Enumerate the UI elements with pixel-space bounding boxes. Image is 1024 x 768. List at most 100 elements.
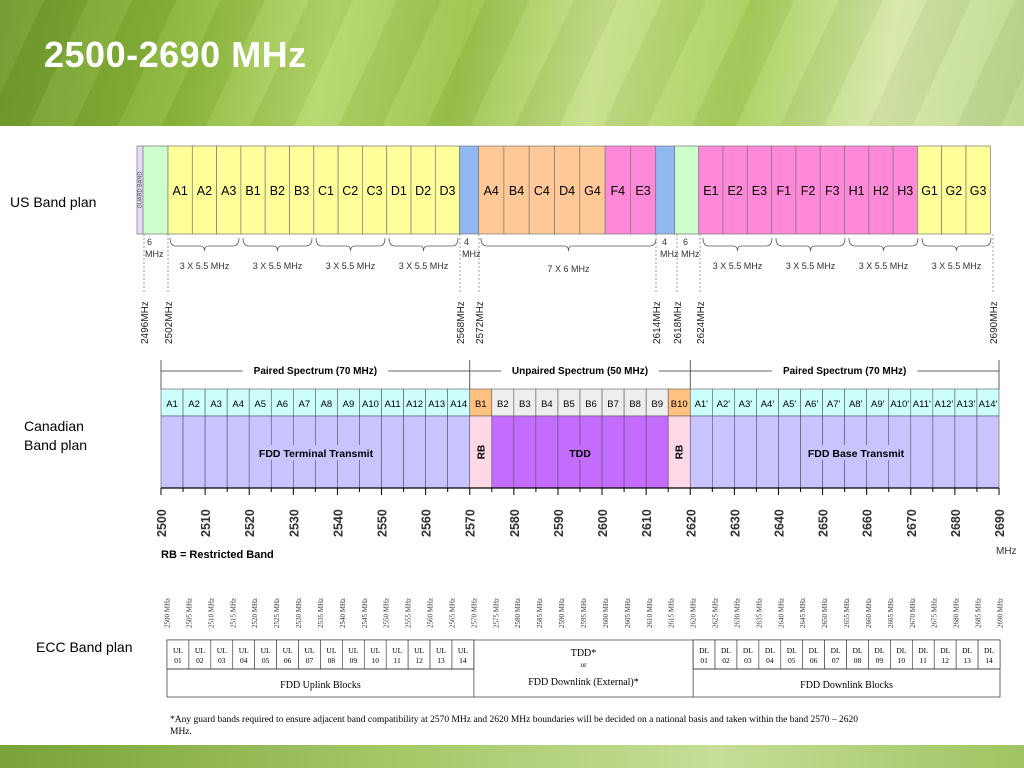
ecc-freq-label: 2630 MHz [733, 598, 741, 628]
ecc-freq-label: 2575 MHz [492, 598, 500, 628]
us-block-label: B1 [245, 184, 260, 198]
canada-axis-label: 2580 [508, 509, 522, 537]
canada-channel-label: A5' [783, 399, 797, 410]
ecc-freq-label: 2590 MHz [558, 598, 566, 628]
us-block [216, 145, 242, 235]
canada-channel-label: B4 [541, 399, 553, 410]
canada-axis-label: 2600 [596, 509, 610, 537]
ecc-ul-label: UL [348, 646, 358, 655]
us-block [722, 145, 748, 235]
canada-channel-label: A10' [890, 399, 909, 410]
us-block-label: G2 [946, 184, 963, 198]
ecc-freq-label: 2530 MHz [295, 598, 303, 628]
ecc-freq-label: 2650 MHz [821, 598, 829, 628]
ecc-dl-label: DL [743, 646, 753, 655]
canada-channel-label: A6' [805, 399, 819, 410]
us-freq-label: 2502MHz [164, 301, 175, 344]
canada-channel-label: A13 [428, 399, 445, 410]
canada-axis-label: 2520 [243, 509, 257, 537]
ecc-freq-label: 2545 MHz [361, 598, 369, 628]
page-title: 2500-2690 MHz [44, 34, 307, 75]
us-block [313, 145, 339, 235]
canada-section-label: Unpaired Spectrum (50 MHz) [512, 366, 648, 377]
ecc-dl-number: 02 [722, 656, 730, 665]
ecc-freq-label: 2605 MHz [624, 598, 632, 628]
ecc-dl-label: DL [721, 646, 731, 655]
canada-axis-label: 2670 [905, 509, 919, 537]
canada-tdd-cell [601, 415, 625, 489]
us-block-label: D2 [415, 184, 431, 198]
us-block [362, 145, 388, 235]
canada-channel-label: A14' [979, 399, 998, 410]
canada-section-bg [771, 364, 918, 377]
canada-fdd-base-cell [954, 415, 978, 489]
us-block-label: H1 [849, 184, 865, 198]
ecc-dl-label: DL [896, 646, 906, 655]
canada-channel-label: B2 [497, 399, 509, 410]
canada-axis-label: 2650 [817, 509, 831, 537]
us-block-label: D3 [439, 184, 455, 198]
canada-channel-label: A6 [276, 399, 288, 410]
us-block-label: A3 [221, 184, 236, 198]
ecc-freq-label: 2570 MHz [470, 598, 478, 628]
us-block [503, 145, 530, 235]
ecc-ul-number: 07 [306, 656, 314, 665]
canada-axis-label: 2530 [287, 509, 301, 537]
us-span-label: MHz [462, 249, 481, 259]
us-block-label: B4 [509, 184, 524, 198]
us-block-label: C3 [367, 184, 383, 198]
canada-channel-label: A4 [232, 399, 244, 410]
ecc-ul-number: 06 [284, 656, 292, 665]
ecc-freq-label: 2515 MHz [229, 598, 237, 628]
canadian-label-line1: Canadian [24, 418, 84, 434]
canada-channel-label: A8' [849, 399, 863, 410]
ecc-freq-label: 2555 MHz [405, 598, 413, 628]
us-guard-band-label: GUARD BAND [138, 172, 144, 209]
canada-axis-label: 2660 [861, 509, 875, 537]
us-block [868, 145, 894, 235]
ecc-ul-number: 13 [437, 656, 445, 665]
us-freq-label: 2568MHz [456, 301, 467, 344]
canada-axis-unit: MHz [996, 546, 1017, 557]
canadian-label-line2: Band plan [24, 437, 88, 453]
us-span-label: MHz [145, 249, 164, 259]
us-span-brace [388, 237, 459, 252]
us-span-label: MHz [681, 249, 700, 259]
us-span-label: 6 [683, 237, 688, 247]
us-block [655, 145, 676, 235]
canada-channel-label: A14 [450, 399, 467, 410]
ecc-ul-label: UL [217, 646, 227, 655]
us-block-label: G3 [970, 184, 987, 198]
canada-fdd-base-label: FDD Base Transmit [808, 448, 905, 460]
ecc-dl-number: 08 [854, 656, 862, 665]
us-block-label: F1 [776, 184, 791, 198]
ecc-ul-label: UL [261, 646, 271, 655]
ecc-ul-number: 02 [196, 656, 204, 665]
ecc-dl-label: DL [809, 646, 819, 655]
us-span-label: 3 X 5.5 MHz [786, 261, 836, 271]
canada-fdd-terminal-cell [226, 415, 250, 489]
ecc-dl-number: 14 [985, 656, 993, 665]
canada-fdd-terminal-cell [160, 415, 184, 489]
canada-fdd-base-cell [778, 415, 801, 489]
us-span-label: 3 X 5.5 MHz [253, 261, 303, 271]
canada-axis-label: 2610 [640, 509, 654, 537]
us-span-brace [848, 237, 919, 252]
canada-channel-label: A9 [343, 399, 355, 410]
canada-axis-label: 2540 [331, 509, 345, 537]
canada-channel-label: A11' [913, 399, 931, 410]
canada-channel-label: A12' [935, 399, 954, 410]
ecc-dl-label: DL [984, 646, 994, 655]
ecc-ul-number: 11 [394, 656, 401, 665]
ecc-dl-number: 01 [700, 656, 708, 665]
us-guard-green-block [142, 145, 169, 235]
ecc-dl-label: DL [874, 646, 884, 655]
canada-channel-label: A3' [739, 399, 753, 410]
us-span-label: 4 [662, 237, 667, 247]
canada-channel-label: A11 [384, 399, 400, 410]
us-freq-label: 2572MHz [475, 301, 486, 344]
ecc-ul-label: UL [283, 646, 293, 655]
footer-banner [0, 745, 1024, 768]
canada-rb-label: RB [675, 445, 686, 459]
canada-channel-label: B3 [519, 399, 531, 410]
